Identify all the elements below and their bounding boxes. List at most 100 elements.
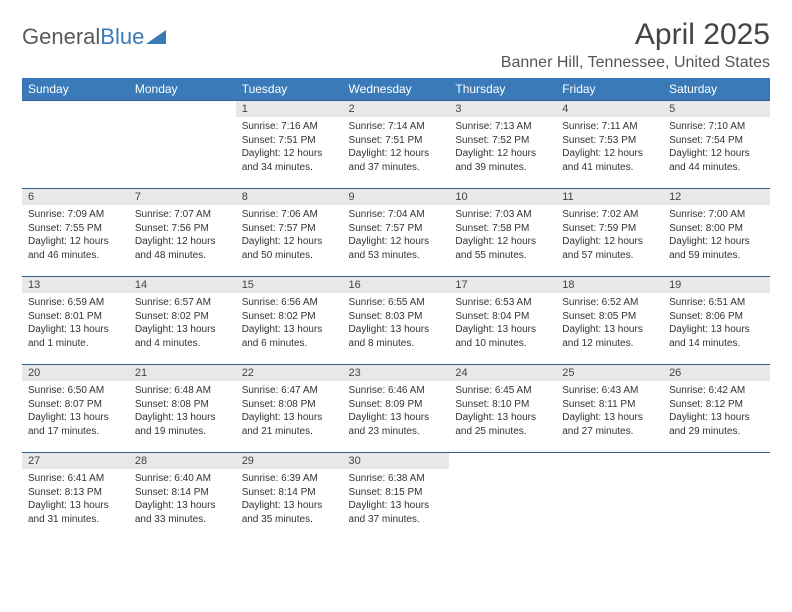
- weekday-header-row: Sunday Monday Tuesday Wednesday Thursday…: [22, 78, 770, 101]
- sunset-text: Sunset: 8:11 PM: [562, 398, 657, 412]
- daylight-text-1: Daylight: 13 hours: [135, 323, 230, 337]
- day-details: Sunrise: 6:45 AMSunset: 8:10 PMDaylight:…: [449, 381, 556, 442]
- calendar-day-cell: 18Sunrise: 6:52 AMSunset: 8:05 PMDayligh…: [556, 277, 663, 365]
- daylight-text-2: and 21 minutes.: [242, 425, 337, 439]
- day-number: 29: [236, 453, 343, 469]
- day-number: 2: [343, 101, 450, 117]
- daylight-text-2: and 10 minutes.: [455, 337, 550, 351]
- daylight-text-1: Daylight: 13 hours: [135, 411, 230, 425]
- day-number: 20: [22, 365, 129, 381]
- calendar-day-cell: 28Sunrise: 6:40 AMSunset: 8:14 PMDayligh…: [129, 453, 236, 541]
- sunset-text: Sunset: 7:52 PM: [455, 134, 550, 148]
- calendar-day-cell: 17Sunrise: 6:53 AMSunset: 8:04 PMDayligh…: [449, 277, 556, 365]
- day-number: 30: [343, 453, 450, 469]
- daylight-text-2: and 1 minute.: [28, 337, 123, 351]
- daylight-text-1: Daylight: 13 hours: [242, 411, 337, 425]
- weekday-header: Wednesday: [343, 78, 450, 101]
- daylight-text-1: Daylight: 12 hours: [242, 235, 337, 249]
- day-number: 13: [22, 277, 129, 293]
- calendar-day-cell: 14Sunrise: 6:57 AMSunset: 8:02 PMDayligh…: [129, 277, 236, 365]
- sunrise-text: Sunrise: 6:46 AM: [349, 384, 444, 398]
- daylight-text-2: and 39 minutes.: [455, 161, 550, 175]
- day-number: 8: [236, 189, 343, 205]
- daylight-text-2: and 33 minutes.: [135, 513, 230, 527]
- calendar-day-cell: 11Sunrise: 7:02 AMSunset: 7:59 PMDayligh…: [556, 189, 663, 277]
- day-number: 17: [449, 277, 556, 293]
- day-details: Sunrise: 6:39 AMSunset: 8:14 PMDaylight:…: [236, 469, 343, 530]
- calendar-day-cell: [22, 101, 129, 189]
- sunrise-text: Sunrise: 7:04 AM: [349, 208, 444, 222]
- daylight-text-1: Daylight: 12 hours: [455, 235, 550, 249]
- daylight-text-1: Daylight: 13 hours: [28, 499, 123, 513]
- daylight-text-1: Daylight: 13 hours: [562, 323, 657, 337]
- sunset-text: Sunset: 8:03 PM: [349, 310, 444, 324]
- daylight-text-2: and 53 minutes.: [349, 249, 444, 263]
- weekday-header: Saturday: [663, 78, 770, 101]
- sunrise-text: Sunrise: 6:40 AM: [135, 472, 230, 486]
- sunset-text: Sunset: 7:51 PM: [242, 134, 337, 148]
- day-details: Sunrise: 7:02 AMSunset: 7:59 PMDaylight:…: [556, 205, 663, 266]
- sunrise-text: Sunrise: 7:13 AM: [455, 120, 550, 134]
- day-details: Sunrise: 6:51 AMSunset: 8:06 PMDaylight:…: [663, 293, 770, 354]
- calendar-day-cell: 24Sunrise: 6:45 AMSunset: 8:10 PMDayligh…: [449, 365, 556, 453]
- sunrise-text: Sunrise: 6:50 AM: [28, 384, 123, 398]
- calendar-day-cell: 22Sunrise: 6:47 AMSunset: 8:08 PMDayligh…: [236, 365, 343, 453]
- sunset-text: Sunset: 8:05 PM: [562, 310, 657, 324]
- sunset-text: Sunset: 8:12 PM: [669, 398, 764, 412]
- day-number: 12: [663, 189, 770, 205]
- sunrise-text: Sunrise: 7:06 AM: [242, 208, 337, 222]
- day-number: 1: [236, 101, 343, 117]
- weekday-header: Tuesday: [236, 78, 343, 101]
- weekday-header: Monday: [129, 78, 236, 101]
- daylight-text-2: and 31 minutes.: [28, 513, 123, 527]
- daylight-text-2: and 35 minutes.: [242, 513, 337, 527]
- day-details: Sunrise: 7:16 AMSunset: 7:51 PMDaylight:…: [236, 117, 343, 178]
- sunset-text: Sunset: 8:01 PM: [28, 310, 123, 324]
- sunset-text: Sunset: 8:07 PM: [28, 398, 123, 412]
- sunrise-text: Sunrise: 6:41 AM: [28, 472, 123, 486]
- location-text: Banner Hill, Tennessee, United States: [501, 54, 770, 72]
- daylight-text-2: and 44 minutes.: [669, 161, 764, 175]
- calendar-day-cell: 23Sunrise: 6:46 AMSunset: 8:09 PMDayligh…: [343, 365, 450, 453]
- sunset-text: Sunset: 8:02 PM: [135, 310, 230, 324]
- daylight-text-1: Daylight: 12 hours: [669, 147, 764, 161]
- day-number: 7: [129, 189, 236, 205]
- calendar-day-cell: 29Sunrise: 6:39 AMSunset: 8:14 PMDayligh…: [236, 453, 343, 541]
- day-details: Sunrise: 7:04 AMSunset: 7:57 PMDaylight:…: [343, 205, 450, 266]
- day-number: 19: [663, 277, 770, 293]
- day-details: Sunrise: 6:47 AMSunset: 8:08 PMDaylight:…: [236, 381, 343, 442]
- day-details: Sunrise: 6:42 AMSunset: 8:12 PMDaylight:…: [663, 381, 770, 442]
- sunset-text: Sunset: 7:58 PM: [455, 222, 550, 236]
- calendar-day-cell: 19Sunrise: 6:51 AMSunset: 8:06 PMDayligh…: [663, 277, 770, 365]
- day-number: 14: [129, 277, 236, 293]
- day-number: 11: [556, 189, 663, 205]
- day-details: Sunrise: 6:41 AMSunset: 8:13 PMDaylight:…: [22, 469, 129, 530]
- day-number: 28: [129, 453, 236, 469]
- day-details: Sunrise: 7:09 AMSunset: 7:55 PMDaylight:…: [22, 205, 129, 266]
- calendar-week-row: 1Sunrise: 7:16 AMSunset: 7:51 PMDaylight…: [22, 101, 770, 189]
- logo-text-1: General: [22, 24, 100, 50]
- calendar-day-cell: 9Sunrise: 7:04 AMSunset: 7:57 PMDaylight…: [343, 189, 450, 277]
- calendar-day-cell: 16Sunrise: 6:55 AMSunset: 8:03 PMDayligh…: [343, 277, 450, 365]
- day-details: Sunrise: 6:52 AMSunset: 8:05 PMDaylight:…: [556, 293, 663, 354]
- sunrise-text: Sunrise: 6:39 AM: [242, 472, 337, 486]
- sunset-text: Sunset: 8:08 PM: [135, 398, 230, 412]
- daylight-text-1: Daylight: 13 hours: [28, 323, 123, 337]
- sunrise-text: Sunrise: 6:56 AM: [242, 296, 337, 310]
- calendar-day-cell: [663, 453, 770, 541]
- sunset-text: Sunset: 7:56 PM: [135, 222, 230, 236]
- calendar-day-cell: 30Sunrise: 6:38 AMSunset: 8:15 PMDayligh…: [343, 453, 450, 541]
- sunrise-text: Sunrise: 7:02 AM: [562, 208, 657, 222]
- month-title: April 2025: [501, 18, 770, 52]
- daylight-text-2: and 29 minutes.: [669, 425, 764, 439]
- day-details: Sunrise: 6:55 AMSunset: 8:03 PMDaylight:…: [343, 293, 450, 354]
- sunset-text: Sunset: 8:06 PM: [669, 310, 764, 324]
- calendar-table: Sunday Monday Tuesday Wednesday Thursday…: [22, 78, 770, 541]
- daylight-text-1: Daylight: 12 hours: [455, 147, 550, 161]
- sunrise-text: Sunrise: 6:53 AM: [455, 296, 550, 310]
- sunset-text: Sunset: 8:09 PM: [349, 398, 444, 412]
- sunrise-text: Sunrise: 6:59 AM: [28, 296, 123, 310]
- daylight-text-2: and 34 minutes.: [242, 161, 337, 175]
- sunset-text: Sunset: 7:57 PM: [349, 222, 444, 236]
- sunrise-text: Sunrise: 7:10 AM: [669, 120, 764, 134]
